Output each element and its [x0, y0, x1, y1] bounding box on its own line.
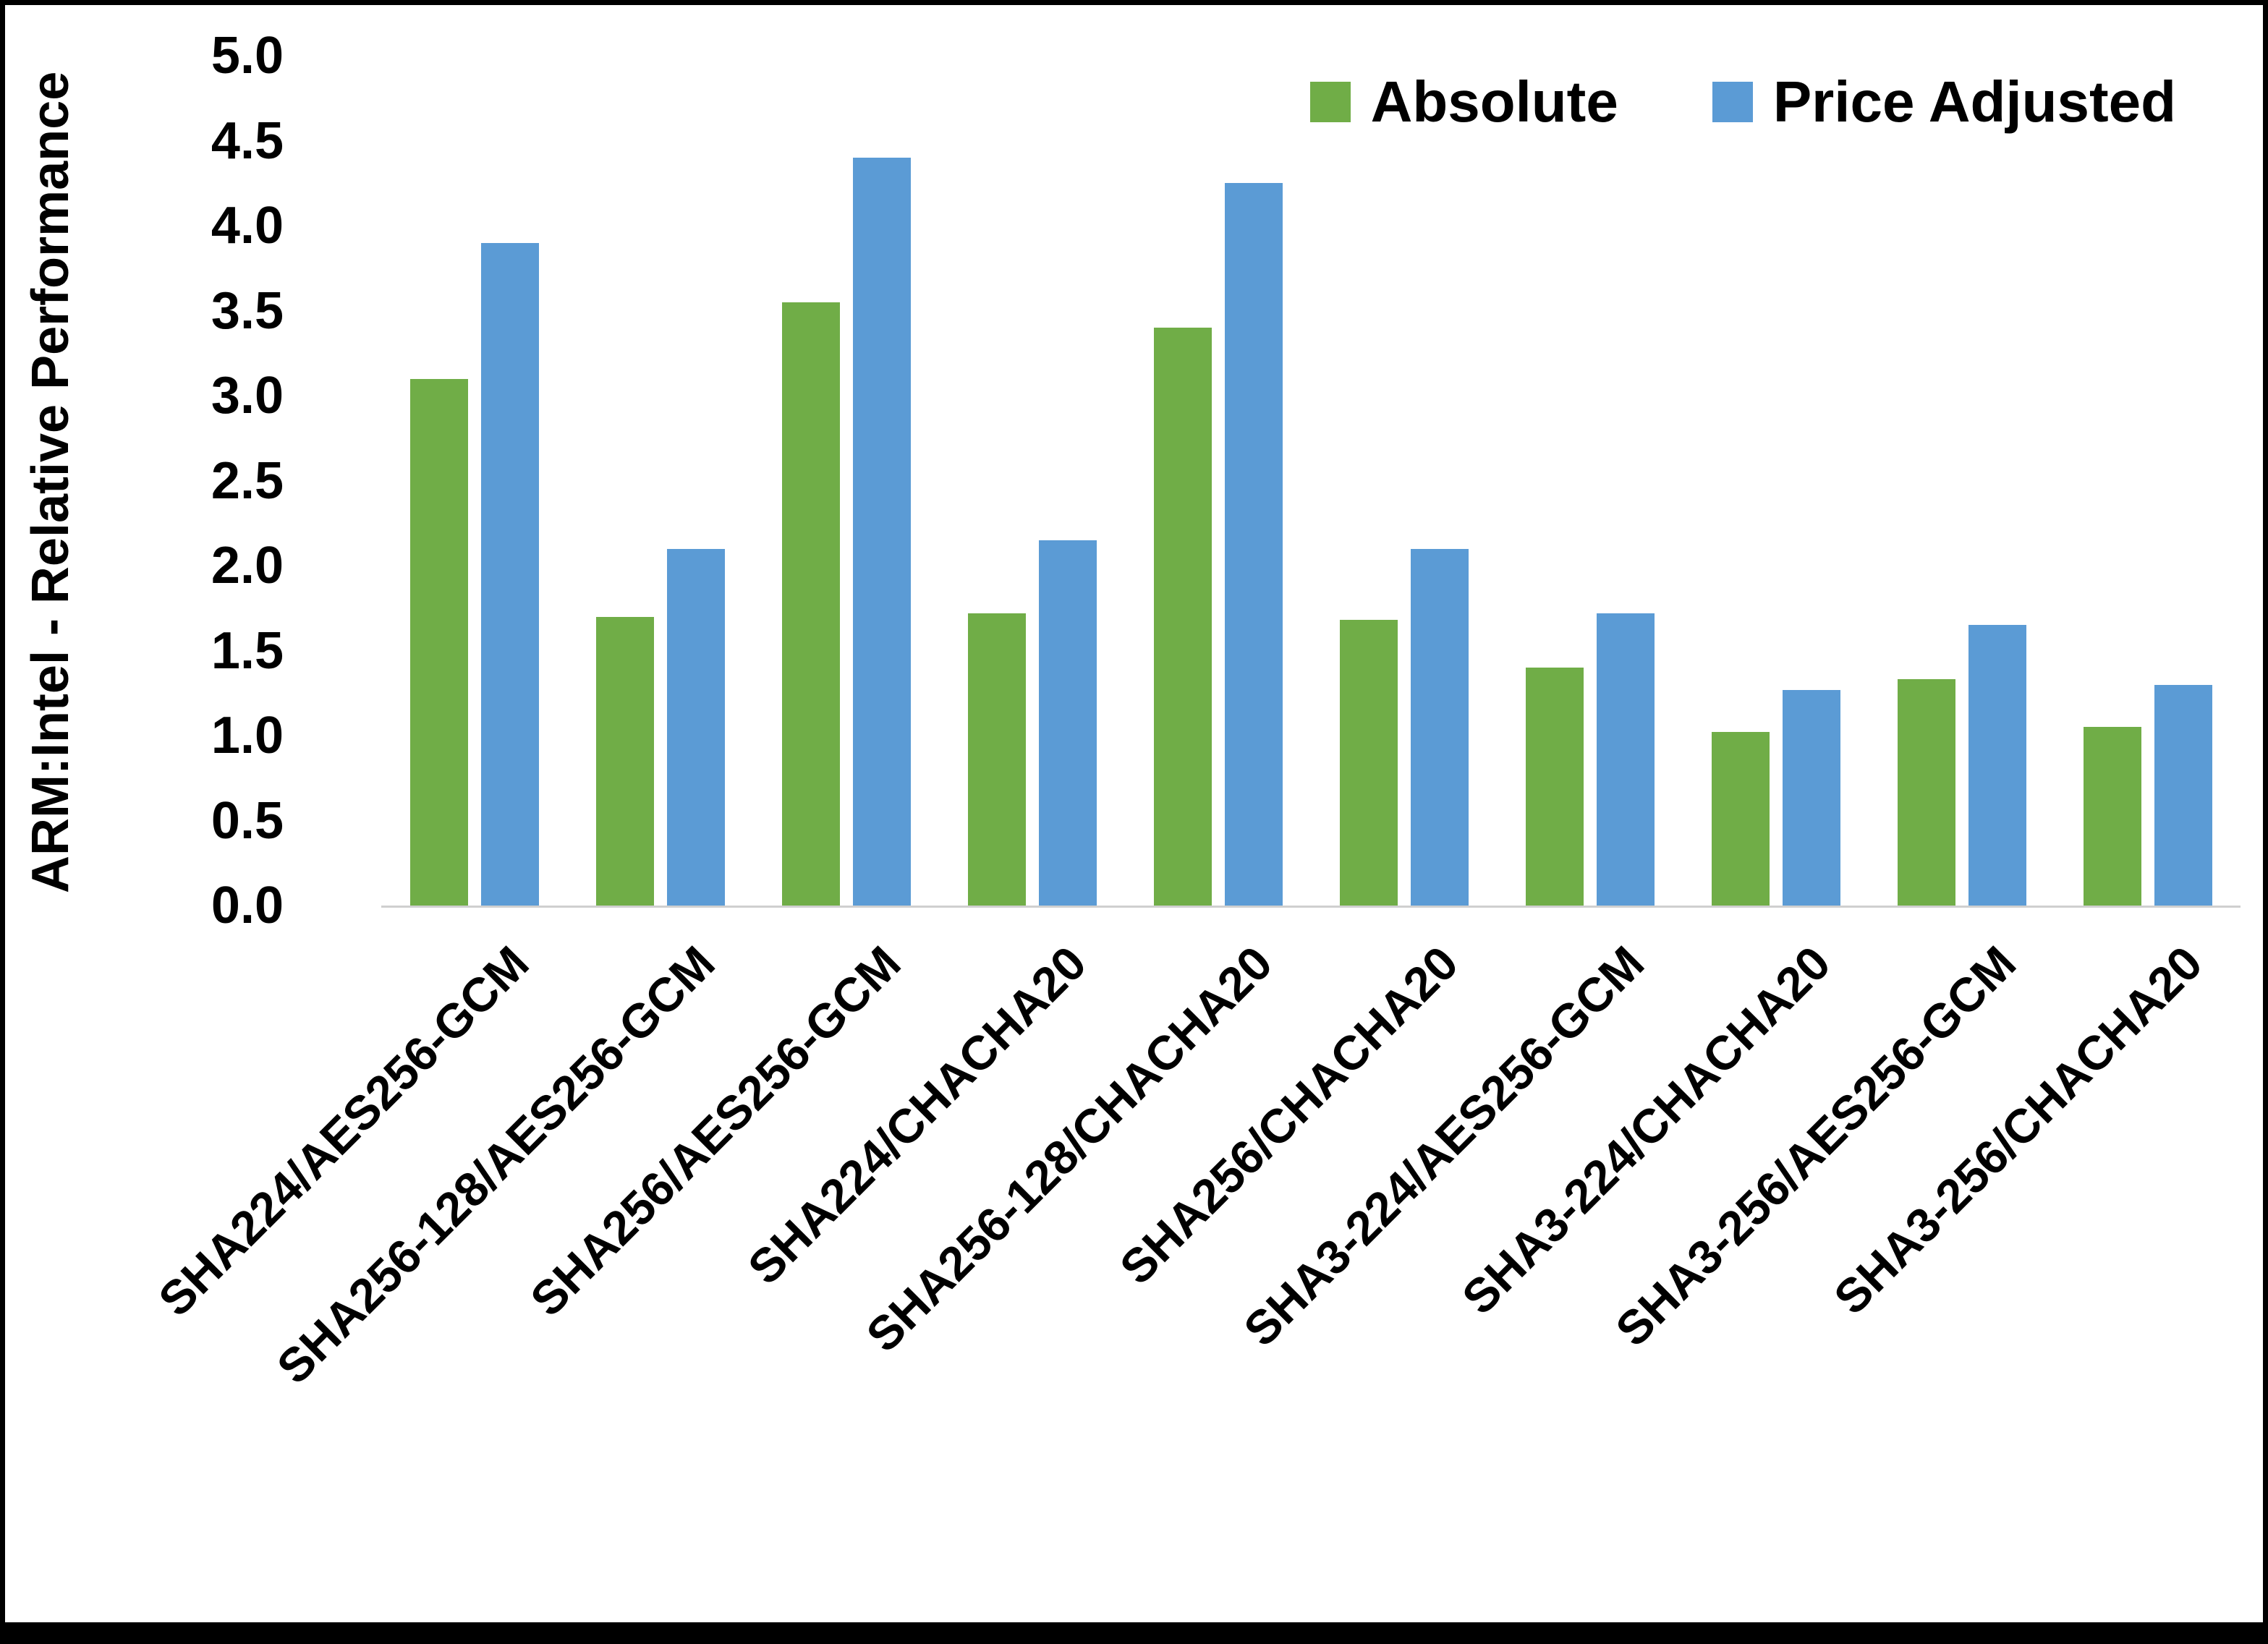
x-axis-category-label: SHA3-224/CHACHA20 [1451, 935, 1840, 1325]
legend-label-absolute: Absolute [1370, 69, 1618, 134]
y-axis-tick-label: 0.5 [211, 791, 284, 850]
bar-absolute [1153, 328, 1212, 906]
y-axis-tick-label: 4.0 [211, 197, 284, 255]
legend-label-price-adjusted: Price Adjusted [1772, 69, 2176, 134]
x-axis-category-label: SHA224/CHACHA20 [737, 935, 1097, 1295]
bar-absolute [967, 613, 1026, 906]
bar-price-adjusted [1224, 183, 1283, 906]
plot-area [381, 56, 2241, 908]
bar-absolute [781, 302, 840, 906]
bar-absolute [1525, 668, 1584, 906]
x-axis-category-label: SHA3-256/CHACHA20 [1823, 935, 2212, 1325]
legend-swatch-absolute [1309, 82, 1351, 122]
bar-price-adjusted [2154, 684, 2212, 906]
bar-absolute [1711, 732, 1770, 906]
y-axis-tick-label: 4.5 [211, 111, 284, 170]
bar-price-adjusted [1596, 613, 1655, 906]
bar-price-adjusted [1782, 689, 1840, 906]
bar-absolute [409, 378, 468, 906]
y-axis-tick-label: 5.0 [211, 27, 284, 85]
y-axis-tick-label: 3.0 [211, 367, 284, 425]
y-axis-tick-label: 0.0 [211, 877, 284, 934]
bar-price-adjusted [852, 158, 911, 906]
bar-absolute [1339, 620, 1398, 906]
bar-absolute [1897, 679, 1955, 906]
bar-price-adjusted [1038, 540, 1097, 906]
y-axis-ticks: 0.0 0.5 1.0 1.5 2.0 2.5 3.0 3.5 4.0 4.5 5.0 [114, 27, 284, 934]
x-axis-category-label: SHA256/CHACHA20 [1109, 935, 1469, 1295]
x-axis-category-label: SHA256/AES256-GCM [519, 935, 911, 1326]
bar-absolute [2083, 727, 2141, 906]
bar-absolute [595, 616, 654, 906]
legend-swatch-price-adjusted [1712, 82, 1753, 122]
legend-item-absolute: Absolute [1309, 69, 1618, 135]
y-axis-tick-label: 2.5 [211, 451, 284, 510]
bar-price-adjusted [666, 548, 725, 906]
y-axis-tick-label: 3.5 [211, 281, 284, 340]
legend: Absolute Price Adjusted [1309, 69, 2176, 135]
y-axis-tick-label: 2.0 [211, 537, 284, 595]
bar-price-adjusted [480, 242, 539, 906]
x-axis-labels: SHA224/AES256-GCM SHA256-128/AES256-GCM SH… [148, 916, 2241, 1625]
bar-price-adjusted [1410, 548, 1469, 906]
legend-item-price-adjusted: Price Adjusted [1712, 69, 2176, 135]
x-axis-category-label: SHA224/AES256-GCM [148, 935, 539, 1326]
y-axis-tick-label: 1.5 [211, 621, 284, 680]
y-axis-tick-label: 1.0 [211, 707, 284, 764]
bar-price-adjusted [1968, 625, 2026, 906]
y-axis-title: ARM:Intel - Relative Performance [22, 71, 80, 894]
